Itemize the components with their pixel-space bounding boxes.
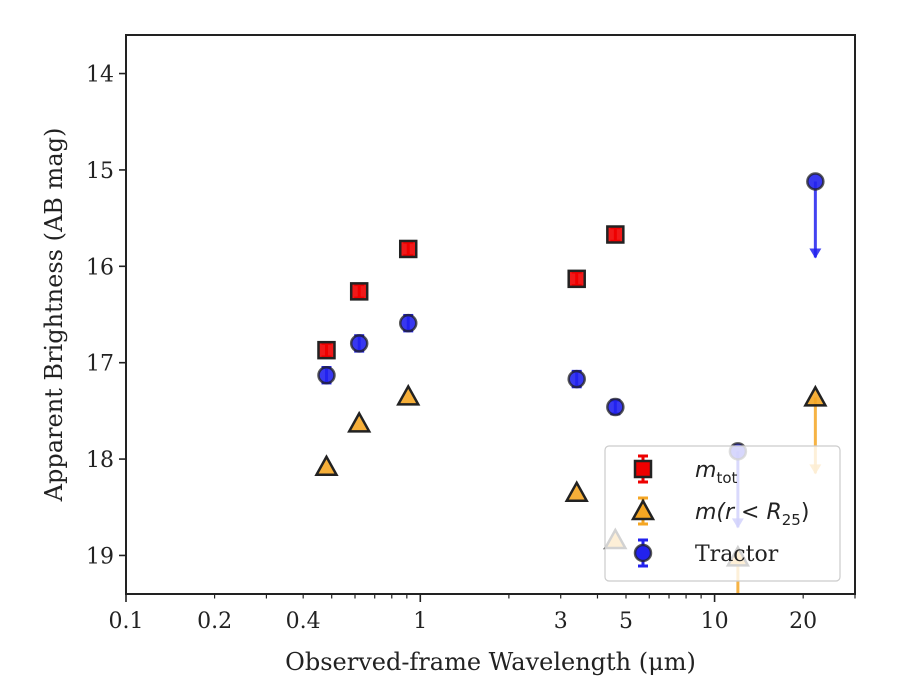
- legend-marker: [633, 543, 653, 563]
- series-m-tot: [317, 225, 625, 360]
- x-tick-label: 3: [554, 609, 568, 634]
- data-point: [567, 269, 586, 289]
- x-tick-label: 20: [789, 609, 817, 634]
- legend-box: [604, 445, 841, 582]
- x-tick-label: 1: [413, 609, 427, 634]
- upper-limit-arrowhead: [809, 248, 822, 259]
- legend-label: mtot: [695, 458, 737, 487]
- y-axis-label: Apparent Brightness (AB mag): [40, 128, 68, 503]
- y-tick-label: 19: [86, 544, 114, 569]
- data-point: [317, 365, 336, 385]
- data-point: [606, 397, 625, 417]
- y-tick-label: 18: [86, 448, 114, 473]
- data-point: [564, 480, 589, 503]
- legend-label: Tractor: [695, 542, 779, 567]
- y-tick-label: 17: [86, 352, 114, 377]
- axes: 14 15 16 17 18 19 0.1 0.2 0.4 1 3 5 10 20: [86, 34, 856, 634]
- legend-label: m(r < R25): [695, 500, 809, 529]
- legend-entry: m(r < R25): [630, 496, 809, 529]
- plot-frame: [125, 34, 856, 595]
- x-tick-label: 5: [619, 609, 633, 634]
- data-point: [806, 172, 825, 191]
- x-tick-label: 0.1: [109, 609, 144, 634]
- x-tick-label: 10: [701, 609, 729, 634]
- data-point: [347, 410, 372, 433]
- data-point: [349, 334, 369, 353]
- legend-marker: [633, 459, 653, 479]
- y-tick-label: 15: [86, 159, 114, 184]
- x-tick-label: 0.4: [286, 609, 321, 634]
- y-tick-label: 16: [86, 255, 114, 280]
- data-point: [396, 383, 421, 406]
- upper-limit-arrowhead: [732, 624, 744, 634]
- x-tick-label: 0.2: [197, 609, 232, 634]
- data-point: [349, 282, 369, 301]
- legend-entry: mtot: [633, 454, 737, 487]
- x-axis-label: Observed-frame Wavelength (μm): [285, 648, 696, 676]
- data-point: [398, 239, 418, 259]
- data-point: [398, 313, 418, 333]
- legend: mtot m(r < R25) Tractor: [604, 445, 841, 582]
- data-point: [803, 384, 828, 407]
- y-tick-label: 14: [86, 63, 114, 88]
- data-point: [317, 340, 336, 360]
- legend-marker: [630, 498, 656, 521]
- data-point: [314, 454, 339, 477]
- legend-entry: Tractor: [633, 538, 779, 568]
- data-point: [567, 369, 586, 389]
- data-point: [606, 225, 625, 244]
